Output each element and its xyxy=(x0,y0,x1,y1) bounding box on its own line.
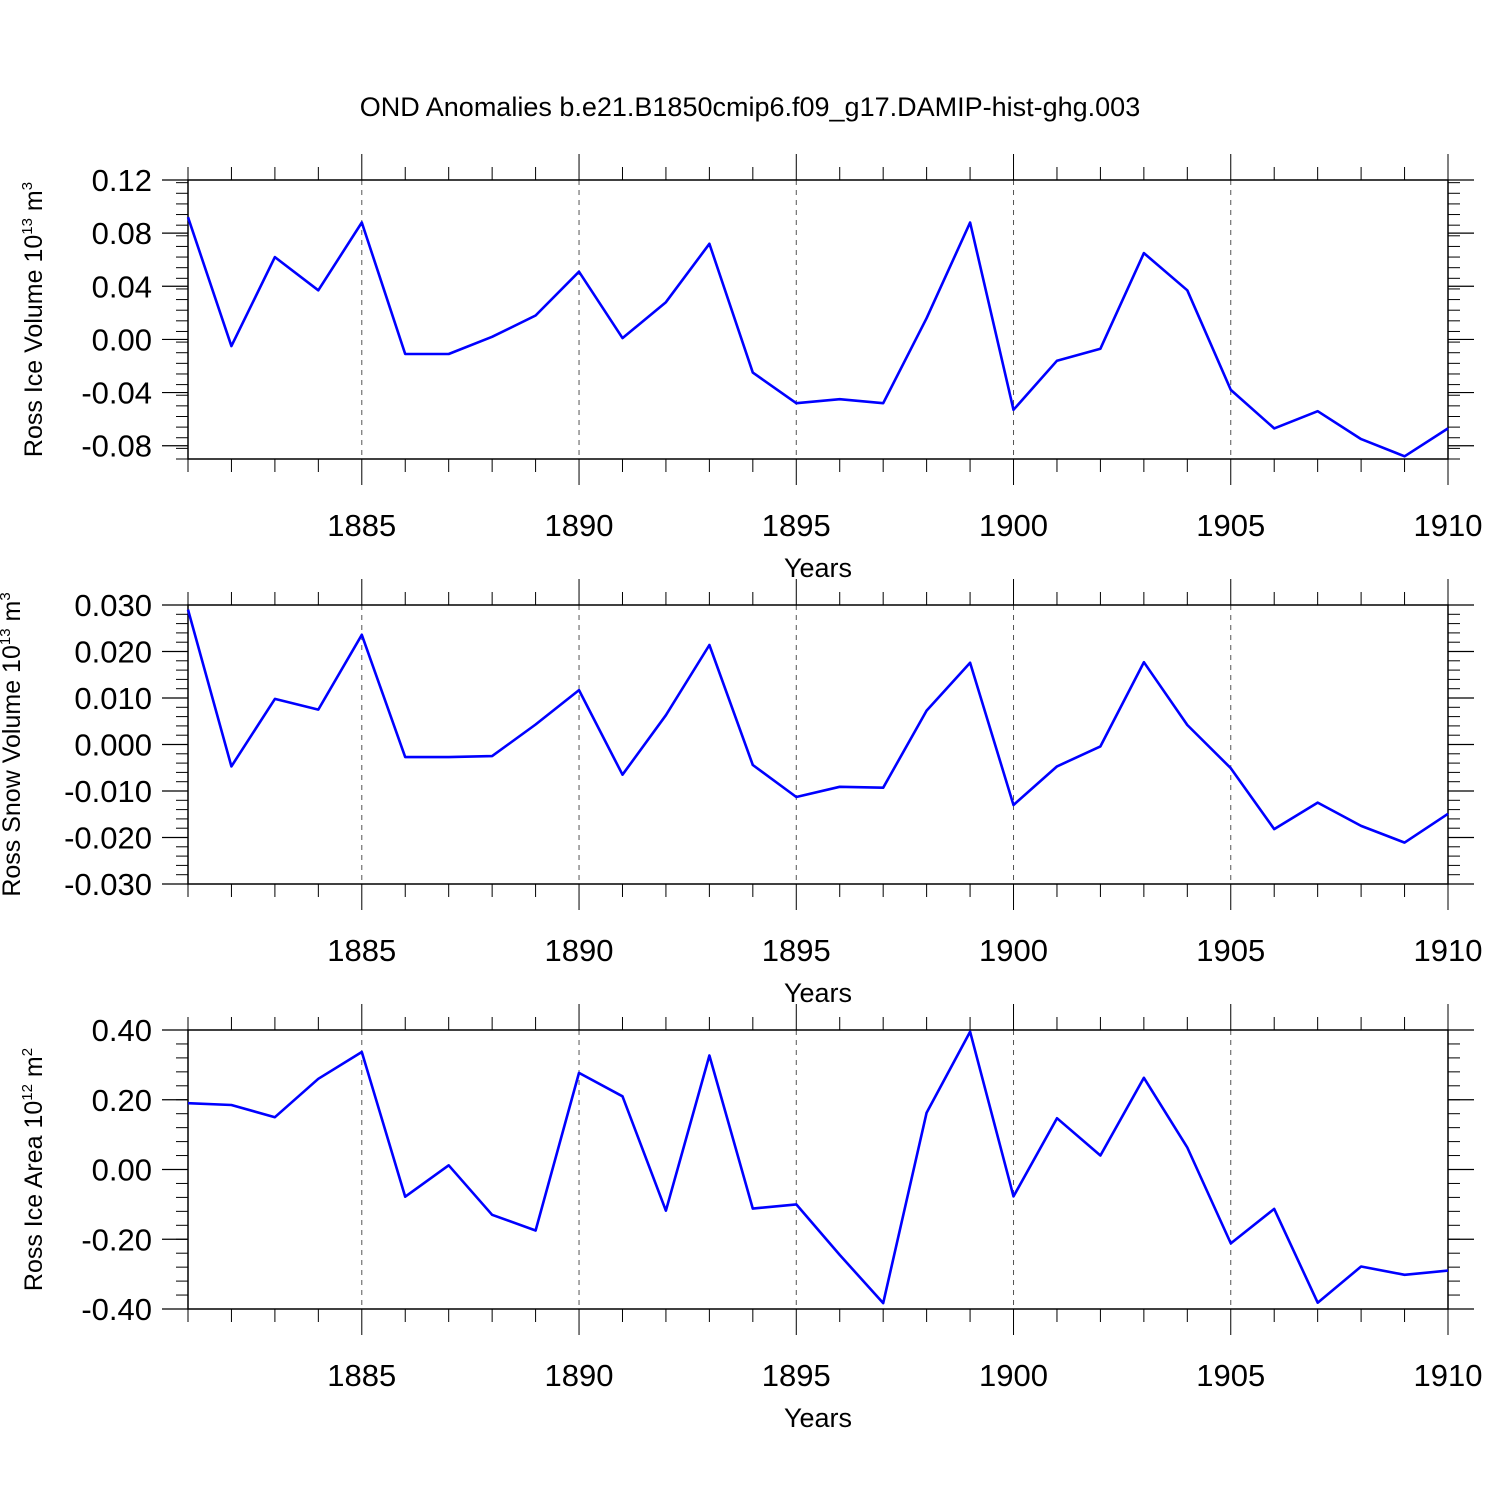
x-tick-label: 1900 xyxy=(979,933,1048,968)
x-tick-label: 1890 xyxy=(545,508,614,543)
x-tick-label: 1885 xyxy=(327,1358,396,1393)
x-axis-label: Years xyxy=(784,1403,852,1433)
x-tick-label: 1910 xyxy=(1414,1358,1483,1393)
plot-frame xyxy=(187,179,1449,460)
y-axis-label: Ross Ice Volume 1013 m3 xyxy=(19,182,48,457)
series-line xyxy=(186,609,1449,844)
x-tick-label: 1895 xyxy=(762,933,831,968)
y-tick-label: 0.40 xyxy=(92,1013,152,1048)
x-tick-label: 1895 xyxy=(762,508,831,543)
panel-1: 0.12 0.08 0.04 0.00 -0.04 -0.08 1885 1890 1895 19… xyxy=(19,154,1482,583)
x-axis-label: Years xyxy=(784,978,852,1008)
y-tick-label: -0.08 xyxy=(81,429,152,464)
y-tick-label: 0.04 xyxy=(92,269,152,304)
y-axis-label: Ross Snow Volume 1013 m3 xyxy=(0,592,26,896)
y-tick-label: 0.00 xyxy=(92,1153,152,1188)
x-tick-label: 1905 xyxy=(1196,508,1265,543)
y-tick-label: 0.000 xyxy=(74,728,152,763)
plot-frame xyxy=(187,604,1449,885)
x-tick-label: 1900 xyxy=(979,1358,1048,1393)
series-line xyxy=(186,216,1449,458)
y-tick-label: 0.030 xyxy=(74,588,152,623)
x-axis-label: Years xyxy=(784,553,852,583)
y-axis-label: Ross Ice Area 1012 m2 xyxy=(19,1048,48,1291)
y-tick-label: 0.020 xyxy=(74,635,152,670)
x-tick-label: 1905 xyxy=(1196,933,1265,968)
y-tick-label: -0.04 xyxy=(81,376,152,411)
y-tick-label: 0.00 xyxy=(92,322,152,357)
y-tick-label: -0.020 xyxy=(64,821,152,856)
x-tick-label: 1900 xyxy=(979,508,1048,543)
y-tick-label: -0.010 xyxy=(64,774,152,809)
y-tick-label: -0.20 xyxy=(81,1222,152,1257)
y-tick-label: 0.20 xyxy=(92,1083,152,1118)
y-tick-label: -0.40 xyxy=(81,1292,152,1327)
panel-2: 0.030 0.020 0.010 0.000 -0.010 -0.020 -0.030 18… xyxy=(0,579,1482,1008)
x-tick-label: 1910 xyxy=(1414,933,1483,968)
y-tick-label: 0.12 xyxy=(92,163,152,198)
plot-frame xyxy=(187,1029,1449,1310)
x-tick-label: 1890 xyxy=(545,1358,614,1393)
chart-title: OND Anomalies b.e21.B1850cmip6.f09_g17.D… xyxy=(360,92,1140,122)
x-tick-label: 1905 xyxy=(1196,1358,1265,1393)
panel-3: 0.40 0.20 0.00 -0.20 -0.40 1885 1890 1895 1900 19… xyxy=(19,1004,1482,1433)
y-tick-label: 0.010 xyxy=(74,681,152,716)
x-tick-label: 1885 xyxy=(327,508,396,543)
x-tick-label: 1890 xyxy=(545,933,614,968)
x-tick-label: 1885 xyxy=(327,933,396,968)
series-line xyxy=(187,1030,1449,1305)
y-tick-label: 0.08 xyxy=(92,216,152,251)
y-tick-label: -0.030 xyxy=(64,867,152,902)
x-tick-label: 1910 xyxy=(1414,508,1483,543)
x-tick-label: 1895 xyxy=(762,1358,831,1393)
